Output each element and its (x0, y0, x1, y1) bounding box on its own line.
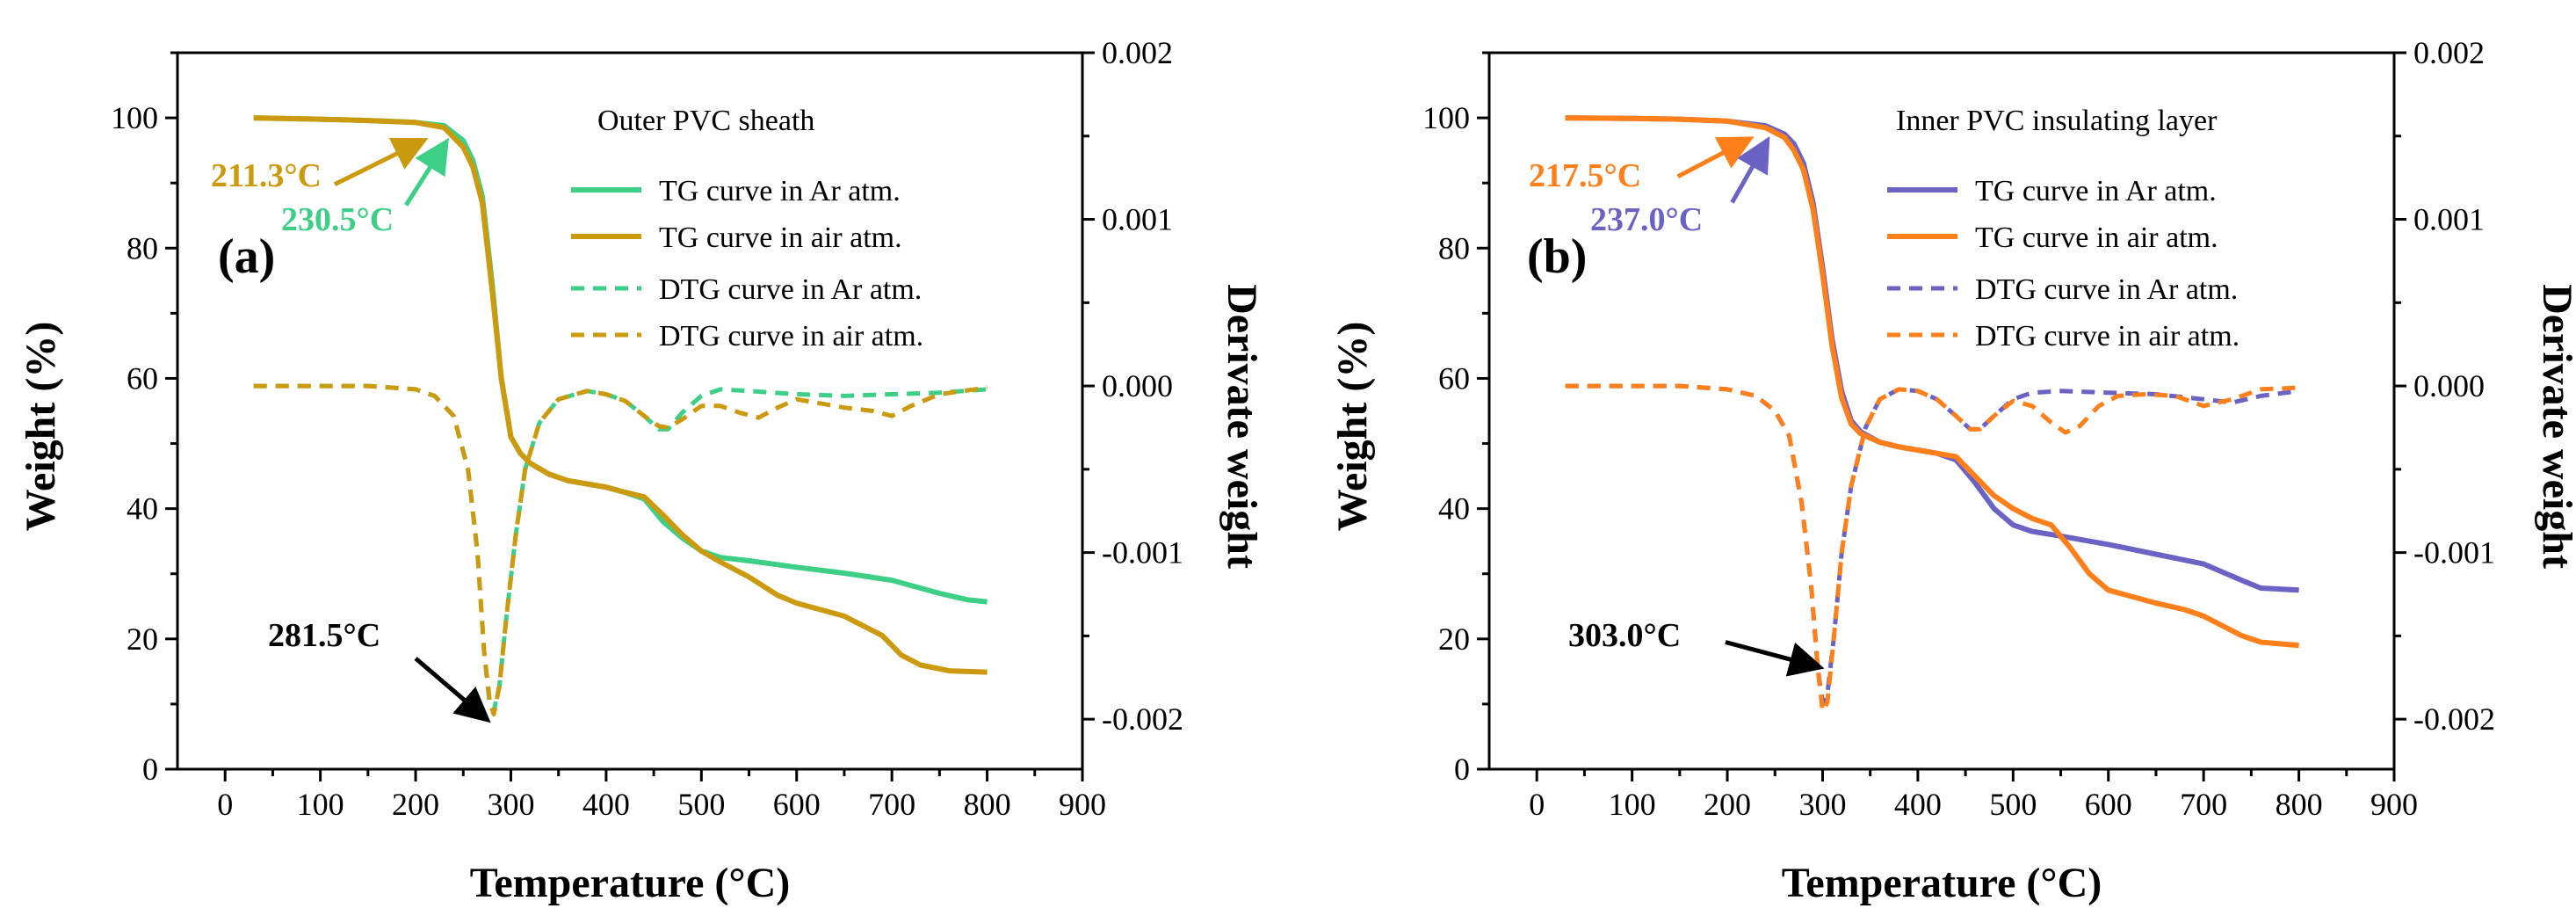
annotation-arrow (1730, 136, 1770, 204)
y-axis-title-left: Weight (%) (1329, 322, 1376, 532)
x-tick-label: 500 (1989, 787, 2037, 822)
y2-tick-label: 0.001 (2413, 202, 2485, 237)
axes: 0 100 200 300 400 500 600 700 800 900 0 20 40 60 80 100… (1422, 35, 2495, 822)
y-axis-title-left: Weight (%) (18, 322, 64, 532)
panel-title: Outer PVC sheath (597, 105, 814, 137)
x-tick-label: 700 (868, 787, 915, 822)
curves (253, 115, 988, 716)
annotation-arrow (333, 137, 429, 186)
y-tick-label: 20 (127, 621, 158, 657)
y-tick-label: 40 (127, 491, 158, 527)
x-tick-label: 900 (1059, 787, 1106, 822)
y-tick-label: 80 (1438, 230, 1470, 265)
y-tick-label: 40 (1438, 491, 1470, 527)
y2-tick-label: 0.002 (2413, 35, 2485, 70)
y-tick-label: 0 (1454, 752, 1470, 787)
annotation-label: 230.5°C (281, 201, 394, 238)
y-tick-label: 60 (127, 360, 158, 396)
x-tick-label: 800 (2276, 787, 2323, 822)
annotation-arrow (404, 137, 449, 207)
y-tick-label: 100 (111, 100, 158, 135)
x-tick-label: 200 (1704, 787, 1751, 822)
annotation-arrow (1725, 640, 1825, 677)
legend-label-dtg-air: DTG curve in air atm. (1975, 320, 2240, 352)
x-tick-label: 600 (2085, 787, 2132, 822)
plot-frame (176, 51, 1084, 771)
annotation-label: 237.0°C (1590, 201, 1703, 238)
x-axis-title: Temperature (°C) (1782, 860, 2102, 906)
annotation-label: 281.5°C (268, 617, 380, 654)
y2-tick-label: -0.001 (1102, 535, 1183, 571)
plot-frame (1487, 51, 2396, 771)
y-tick-label: 20 (1438, 621, 1470, 657)
panel-title: Inner PVC insulating layer (1896, 105, 2218, 137)
y2-tick-label: 0.000 (1102, 368, 1173, 403)
y-tick-label: 0 (142, 752, 158, 787)
annotation-arrow (414, 657, 491, 723)
legend-label-dtg-ar: DTG curve in Ar atm. (659, 273, 922, 306)
x-tick-label: 300 (1798, 787, 1846, 822)
panel-label: (a) (218, 229, 275, 284)
legend-label-tg-air: TG curve in air atm. (659, 222, 902, 254)
x-tick-label: 500 (677, 787, 725, 822)
legend-label-tg-ar: TG curve in Ar atm. (1975, 175, 2217, 207)
legend: TG curve in Ar atm. TG curve in air atm.… (1887, 175, 2240, 352)
axes: 0 100 200 300 400 500 600 700 800 900 0 20 40 60 80 100… (111, 35, 1183, 822)
x-tick-label: 100 (297, 787, 344, 822)
x-axis-title: Temperature (°C) (470, 860, 790, 906)
panel-label: (b) (1527, 229, 1587, 284)
legend-label-dtg-air: DTG curve in air atm. (659, 320, 923, 352)
dtg-ar-curve (1565, 383, 2299, 705)
x-tick-label: 300 (487, 787, 534, 822)
legend-label-tg-air: TG curve in air atm. (1975, 222, 2218, 254)
x-tick-label: 900 (2370, 787, 2418, 822)
x-tick-label: 600 (773, 787, 821, 822)
x-tick-label: 100 (1609, 787, 1656, 822)
tg-air-curve (1565, 115, 2299, 649)
x-tick-label: 200 (392, 787, 439, 822)
chart-panel-a: Weight (%) Derivate weight Temperature (… (18, 35, 1265, 906)
x-tick-label: 400 (582, 787, 630, 822)
y-tick-label: 100 (1422, 100, 1470, 135)
x-tick-label: 700 (2180, 787, 2227, 822)
x-tick-label: 0 (217, 787, 233, 822)
tg-air-curve (253, 115, 988, 675)
y-tick-label: 60 (1438, 360, 1470, 396)
y2-tick-label: 0.002 (1102, 35, 1173, 70)
annotation-label: 217.5°C (1529, 157, 1641, 194)
chart-panel-b: Weight (%) Derivate weight Temperature (… (1329, 35, 2576, 906)
y2-tick-label: -0.001 (2413, 535, 2495, 571)
annotation-arrow (1676, 136, 1755, 179)
annotations: 211.3°C 230.5°C 281.5°C (211, 137, 491, 723)
y-axis-title-right: Derivate weight (2534, 284, 2576, 569)
legend-label-dtg-ar: DTG curve in Ar atm. (1975, 273, 2238, 306)
legend: TG curve in Ar atm. TG curve in air atm.… (571, 175, 923, 352)
annotation-label: 211.3°C (211, 157, 322, 194)
y2-tick-label: -0.002 (2413, 701, 2495, 737)
y-axis-title-right: Derivate weight (1219, 284, 1265, 569)
annotations: 217.5°C 237.0°C 303.0°C (1529, 136, 1825, 677)
y2-tick-label: 0.000 (2413, 368, 2485, 403)
x-tick-label: 800 (964, 787, 1011, 822)
y2-tick-label: 0.001 (1102, 202, 1173, 237)
y2-tick-label: -0.002 (1102, 701, 1183, 737)
curves (1565, 115, 2299, 714)
legend-label-tg-ar: TG curve in Ar atm. (659, 175, 901, 207)
x-tick-label: 0 (1529, 787, 1545, 822)
dtg-air-curve (253, 383, 988, 716)
dtg-air-curve (1565, 383, 2299, 714)
annotation-label: 303.0°C (1568, 617, 1681, 654)
y-tick-label: 80 (127, 230, 158, 265)
dtg-ar-curve (253, 383, 988, 714)
x-tick-label: 400 (1894, 787, 1942, 822)
